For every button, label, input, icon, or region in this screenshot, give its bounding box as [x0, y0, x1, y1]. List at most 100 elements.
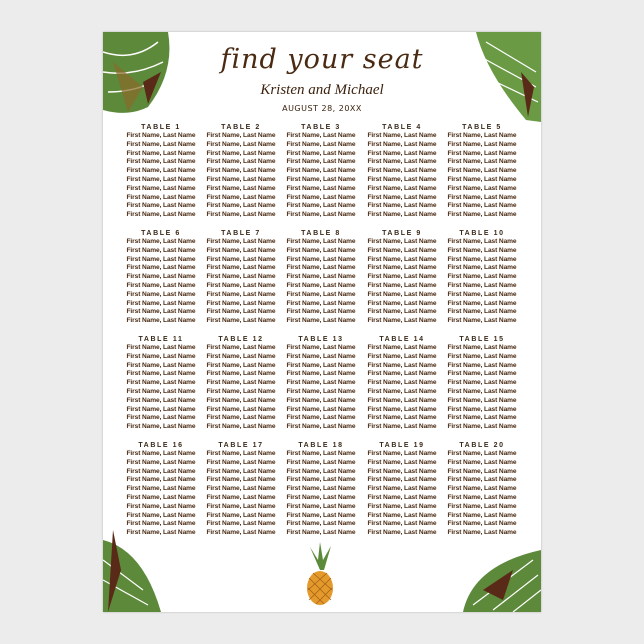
guest-name: First Name, Last Name: [286, 255, 356, 263]
guest-name: First Name, Last Name: [447, 193, 517, 201]
guest-name: First Name, Last Name: [447, 511, 517, 519]
guest-name: First Name, Last Name: [206, 308, 276, 316]
table-block: TABLE 3 First Name, Last Name First Name, …: [281, 123, 361, 220]
guest-name: First Name, Last Name: [126, 511, 196, 519]
guest-name: First Name, Last Name: [286, 423, 356, 431]
guest-name: First Name, Last Name: [286, 299, 356, 307]
guest-name: First Name, Last Name: [367, 405, 437, 413]
table-label: TABLE 6: [141, 230, 181, 237]
table-block: TABLE 9 First Name, Last Name First Name, …: [362, 229, 442, 326]
guest-name: First Name, Last Name: [367, 414, 437, 422]
guest-name: First Name, Last Name: [206, 467, 276, 475]
guest-name: First Name, Last Name: [286, 167, 356, 175]
guest-name: First Name, Last Name: [286, 352, 356, 360]
table-block: TABLE 18 First Name, Last Name First Name,…: [281, 441, 361, 538]
guest-name: First Name, Last Name: [206, 423, 276, 431]
guest-name: First Name, Last Name: [206, 299, 276, 307]
guest-name: First Name, Last Name: [126, 493, 196, 501]
palm-leaf-bottom-right-icon: [463, 550, 541, 612]
guest-name: First Name, Last Name: [126, 529, 196, 537]
guest-name: First Name, Last Name: [367, 493, 437, 501]
guest-name: First Name, Last Name: [367, 184, 437, 192]
palm-leaf-top-right-icon: [476, 32, 541, 122]
guest-name: First Name, Last Name: [286, 317, 356, 325]
guest-name: First Name, Last Name: [286, 158, 356, 166]
guest-name: First Name, Last Name: [206, 450, 276, 457]
table-label: TABLE 10: [459, 230, 505, 237]
table-block: TABLE 16 First Name, Last Name First Name,…: [121, 441, 201, 538]
guest-name: First Name, Last Name: [286, 149, 356, 157]
guest-name: First Name, Last Name: [286, 476, 356, 484]
palm-leaf-bottom-left-icon: [103, 530, 161, 612]
guest-name: First Name, Last Name: [286, 458, 356, 466]
table-block: TABLE 1 First Name, Last Name First Name, …: [121, 123, 201, 220]
couple-names: Kristen and Michael: [260, 82, 384, 98]
guest-name: First Name, Last Name: [206, 175, 276, 183]
guest-name: First Name, Last Name: [206, 511, 276, 519]
guest-name: First Name, Last Name: [206, 379, 276, 387]
guest-name: First Name, Last Name: [126, 476, 196, 484]
table-block: TABLE 11 First Name, Last Name First Name,…: [121, 335, 201, 432]
guest-name: First Name, Last Name: [367, 387, 437, 395]
guest-name: First Name, Last Name: [286, 273, 356, 281]
table-block: TABLE 4 First Name, Last Name First Name, …: [362, 123, 442, 220]
guest-name: First Name, Last Name: [126, 264, 196, 272]
guest-name: First Name, Last Name: [286, 281, 356, 289]
guest-name: First Name, Last Name: [447, 450, 517, 457]
guest-name: First Name, Last Name: [126, 238, 196, 245]
table-label: TABLE 11: [138, 336, 184, 343]
guest-name: First Name, Last Name: [447, 379, 517, 387]
guest-name: First Name, Last Name: [367, 175, 437, 183]
table-label: TABLE 4: [382, 124, 422, 131]
guest-name: First Name, Last Name: [447, 211, 517, 219]
guest-name: First Name, Last Name: [286, 140, 356, 148]
table-label: TABLE 12: [218, 336, 264, 343]
guest-name: First Name, Last Name: [447, 317, 517, 325]
guest-name: First Name, Last Name: [447, 370, 517, 378]
guest-name: First Name, Last Name: [206, 238, 276, 245]
guest-name: First Name, Last Name: [126, 158, 196, 166]
guest-name: First Name, Last Name: [367, 281, 437, 289]
guest-name: First Name, Last Name: [367, 255, 437, 263]
guest-name: First Name, Last Name: [447, 352, 517, 360]
guest-name: First Name, Last Name: [126, 485, 196, 493]
guest-name: First Name, Last Name: [206, 529, 276, 537]
guest-name: First Name, Last Name: [286, 511, 356, 519]
guest-name: First Name, Last Name: [447, 149, 517, 157]
guest-name: First Name, Last Name: [367, 520, 437, 528]
guest-name: First Name, Last Name: [367, 158, 437, 166]
guest-name: First Name, Last Name: [447, 281, 517, 289]
guest-name: First Name, Last Name: [206, 458, 276, 466]
table-label: TABLE 20: [459, 442, 505, 449]
guest-name: First Name, Last Name: [126, 290, 196, 298]
guest-name: First Name, Last Name: [367, 511, 437, 519]
guest-name: First Name, Last Name: [286, 485, 356, 493]
guest-name: First Name, Last Name: [206, 502, 276, 510]
guest-name: First Name, Last Name: [126, 370, 196, 378]
guest-name: First Name, Last Name: [126, 308, 196, 316]
guest-name: First Name, Last Name: [206, 317, 276, 325]
guest-name: First Name, Last Name: [206, 370, 276, 378]
palm-leaf-top-left-icon: [103, 32, 170, 113]
guest-name: First Name, Last Name: [286, 264, 356, 272]
table-label: TABLE 8: [301, 230, 341, 237]
guest-name: First Name, Last Name: [286, 467, 356, 475]
guest-name: First Name, Last Name: [126, 361, 196, 369]
guest-name: First Name, Last Name: [447, 520, 517, 528]
guest-name: First Name, Last Name: [447, 158, 517, 166]
guest-name: First Name, Last Name: [367, 167, 437, 175]
guest-name: First Name, Last Name: [206, 264, 276, 272]
guest-name: First Name, Last Name: [447, 184, 517, 192]
table-label: TABLE 16: [138, 442, 184, 449]
guest-name: First Name, Last Name: [286, 450, 356, 457]
guest-name: First Name, Last Name: [126, 396, 196, 404]
guest-name: First Name, Last Name: [286, 175, 356, 183]
table-block: TABLE 14 First Name, Last Name First Name,…: [362, 335, 442, 432]
guest-name: First Name, Last Name: [286, 184, 356, 192]
guest-name: First Name, Last Name: [286, 379, 356, 387]
guest-name: First Name, Last Name: [367, 140, 437, 148]
pineapple-icon: [307, 542, 333, 605]
guest-name: First Name, Last Name: [447, 308, 517, 316]
guest-name: First Name, Last Name: [286, 344, 356, 351]
table-label: TABLE 2: [221, 124, 261, 131]
